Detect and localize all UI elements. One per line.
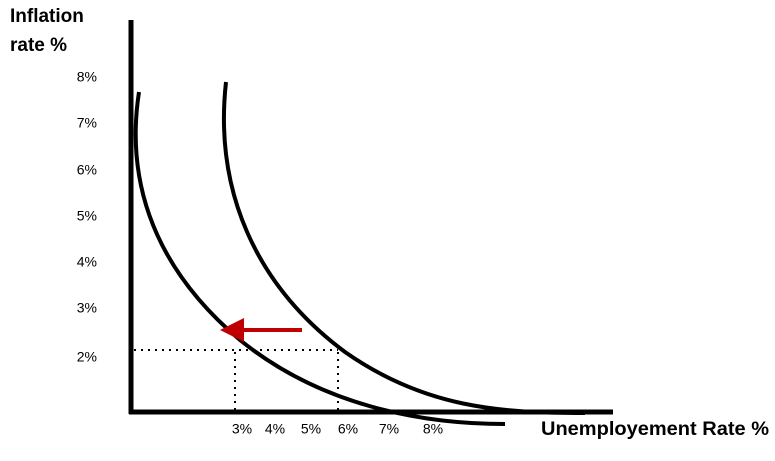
y-tick-label: 8% <box>77 69 97 85</box>
y-tick-label: 6% <box>77 162 97 178</box>
y-axis-title: Inflation <box>10 6 84 27</box>
y-tick-label: 7% <box>77 115 97 131</box>
y-tick-label: 3% <box>77 300 97 316</box>
y-tick-label: 2% <box>77 349 97 365</box>
x-tick-label: 7% <box>379 421 399 437</box>
x-tick-label: 4% <box>265 421 285 437</box>
y-tick-label: 5% <box>77 208 97 224</box>
x-axis-title: Unemployement Rate % <box>541 419 769 440</box>
y-axis-title: rate % <box>10 35 67 56</box>
x-tick-label: 6% <box>338 421 358 437</box>
short-run-curve-left <box>133 91 506 426</box>
y-tick-label: 4% <box>77 254 97 270</box>
x-tick-label: 3% <box>232 421 252 437</box>
x-tick-label: 8% <box>423 421 443 437</box>
x-tick-label: 5% <box>301 421 321 437</box>
short-run-curve-right <box>221 81 586 415</box>
